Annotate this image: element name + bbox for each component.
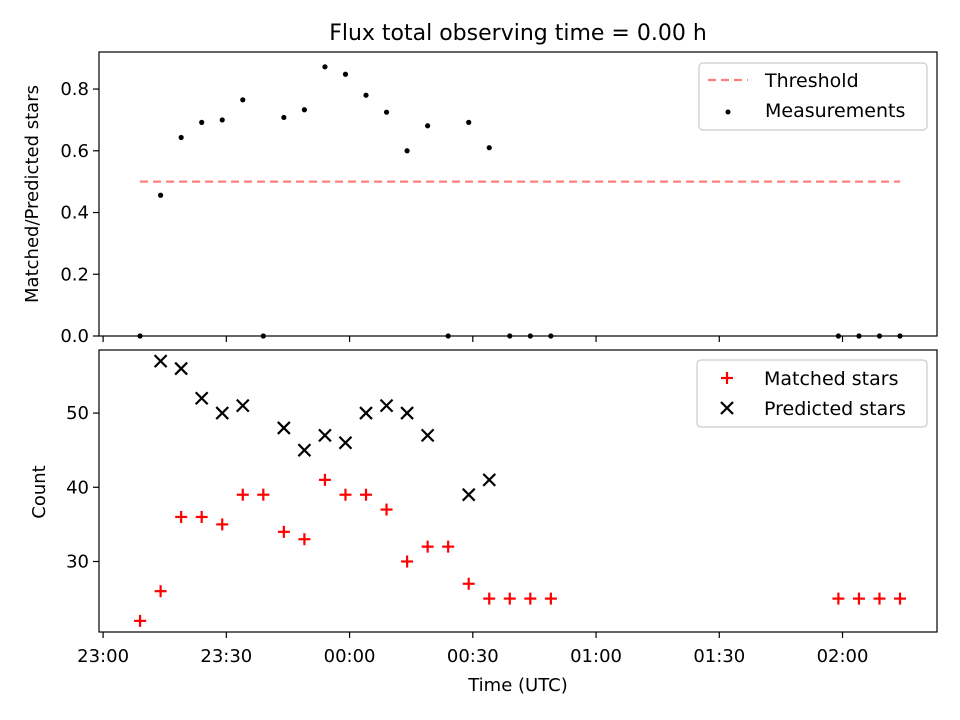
measurement-point	[425, 123, 431, 129]
matched-star-point	[134, 614, 147, 627]
predicted-star-point	[318, 428, 332, 443]
measurement-point	[383, 109, 390, 115]
matched-star-point	[832, 592, 845, 605]
predicted-star-point	[174, 361, 188, 376]
measurement-point	[342, 71, 349, 77]
matched-stars-points	[134, 473, 907, 627]
legend-matched-label: Matched stars	[764, 368, 898, 390]
measurement-point	[178, 134, 184, 141]
measurement-point	[199, 119, 205, 125]
matched-star-point	[483, 592, 496, 605]
bottom-panel: Count Time (UTC) 30 40 50 23:00 23:30 00:00 0…	[29, 349, 938, 696]
matched-star-point	[216, 518, 229, 531]
measurement-point	[466, 119, 472, 125]
bottom-x-tick-label: 02:00	[817, 646, 869, 667]
bottom-y-tick-label: 30	[66, 552, 89, 573]
bottom-legend-box	[696, 359, 928, 428]
predicted-star-point	[400, 406, 414, 420]
predicted-star-point	[482, 473, 497, 487]
top-y-tick-label: 0.2	[60, 264, 89, 285]
matched-star-point	[442, 540, 455, 553]
top-plot-frame	[98, 51, 938, 337]
measurement-point	[363, 92, 369, 98]
legend-measurements-swatch	[725, 109, 731, 115]
bottom-plot-frame	[98, 349, 938, 633]
top-panel: Flux total observing time = 0.00 h Match…	[22, 21, 938, 347]
matched-star-point	[360, 488, 373, 501]
matched-star-point	[503, 592, 516, 605]
top-legend: Threshold Measurements	[698, 62, 928, 131]
bottom-y-ticks: 30 40 50	[66, 403, 99, 573]
measurement-point	[322, 64, 328, 70]
matched-star-point	[873, 592, 886, 605]
predicted-star-point	[194, 391, 209, 406]
measurement-point	[404, 148, 410, 154]
bottom-x-tick-label: 23:00	[77, 646, 129, 667]
measurement-point	[301, 107, 307, 113]
legend-matched-swatch	[721, 372, 733, 384]
matched-star-point	[401, 555, 414, 568]
top-y-tick-label: 0.0	[60, 326, 89, 347]
matched-star-point	[195, 510, 208, 523]
matched-star-point	[339, 488, 352, 501]
legend-measurements-label: Measurements	[765, 100, 905, 122]
predicted-stars-points	[153, 354, 497, 502]
measurement-point	[219, 117, 225, 123]
bottom-x-tick-label: 00:00	[324, 646, 376, 667]
matched-star-point	[277, 525, 290, 538]
x-axis-label: Time (UTC)	[467, 675, 568, 696]
measurement-point	[240, 97, 246, 103]
bottom-x-tick-label: 01:30	[693, 646, 745, 667]
matched-star-point	[257, 488, 270, 501]
top-y-tick-label: 0.6	[60, 141, 89, 162]
predicted-star-point	[359, 406, 373, 420]
matched-star-point	[154, 585, 167, 598]
bottom-x-ticks: 23:00 23:30 00:00 00:30 01:00 01:30 02:00	[77, 632, 868, 667]
bottom-x-tick-label: 00:30	[447, 646, 499, 667]
bottom-x-tick-label: 23:30	[200, 646, 252, 667]
measurement-point	[158, 192, 164, 198]
predicted-star-point	[461, 487, 476, 502]
matched-star-point	[298, 533, 311, 546]
matched-star-point	[318, 473, 331, 486]
top-y-ticks: 0.0 0.2 0.4 0.6 0.8	[60, 79, 99, 347]
predicted-star-point	[153, 354, 168, 368]
matched-star-point	[236, 488, 249, 501]
matched-star-point	[524, 592, 537, 605]
bottom-legend: Matched stars Predicted stars	[696, 359, 928, 428]
matched-star-point	[544, 592, 557, 605]
bottom-y-tick-label: 40	[66, 477, 89, 498]
top-x-tick-marks	[102, 336, 844, 342]
bottom-y-tick-label: 50	[66, 403, 89, 424]
predicted-star-point	[379, 398, 394, 413]
predicted-star-point	[235, 398, 250, 413]
top-legend-box	[698, 62, 928, 131]
matched-star-point	[852, 592, 865, 605]
matched-star-point	[175, 510, 188, 523]
top-y-axis-label: Matched/Predicted stars	[22, 85, 43, 303]
matched-star-point	[894, 592, 907, 605]
bottom-y-axis-label: Count	[29, 465, 50, 518]
predicted-star-point	[338, 435, 353, 450]
matched-star-point	[380, 503, 393, 516]
predicted-star-point	[215, 406, 230, 420]
matched-star-point	[421, 540, 434, 553]
matched-star-point	[462, 577, 475, 590]
legend-predicted-swatch	[720, 401, 734, 415]
bottom-x-tick-label: 01:00	[570, 646, 622, 667]
top-y-tick-label: 0.8	[60, 79, 89, 100]
predicted-star-point	[297, 443, 312, 457]
chart-title: Flux total observing time = 0.00 h	[329, 21, 707, 46]
legend-predicted-label: Predicted stars	[764, 398, 906, 420]
predicted-star-point	[420, 428, 435, 443]
top-y-tick-label: 0.4	[60, 203, 89, 224]
predicted-star-point	[277, 421, 291, 435]
measurement-point	[281, 114, 287, 121]
measurement-point	[486, 145, 492, 151]
legend-threshold-label: Threshold	[764, 70, 859, 92]
